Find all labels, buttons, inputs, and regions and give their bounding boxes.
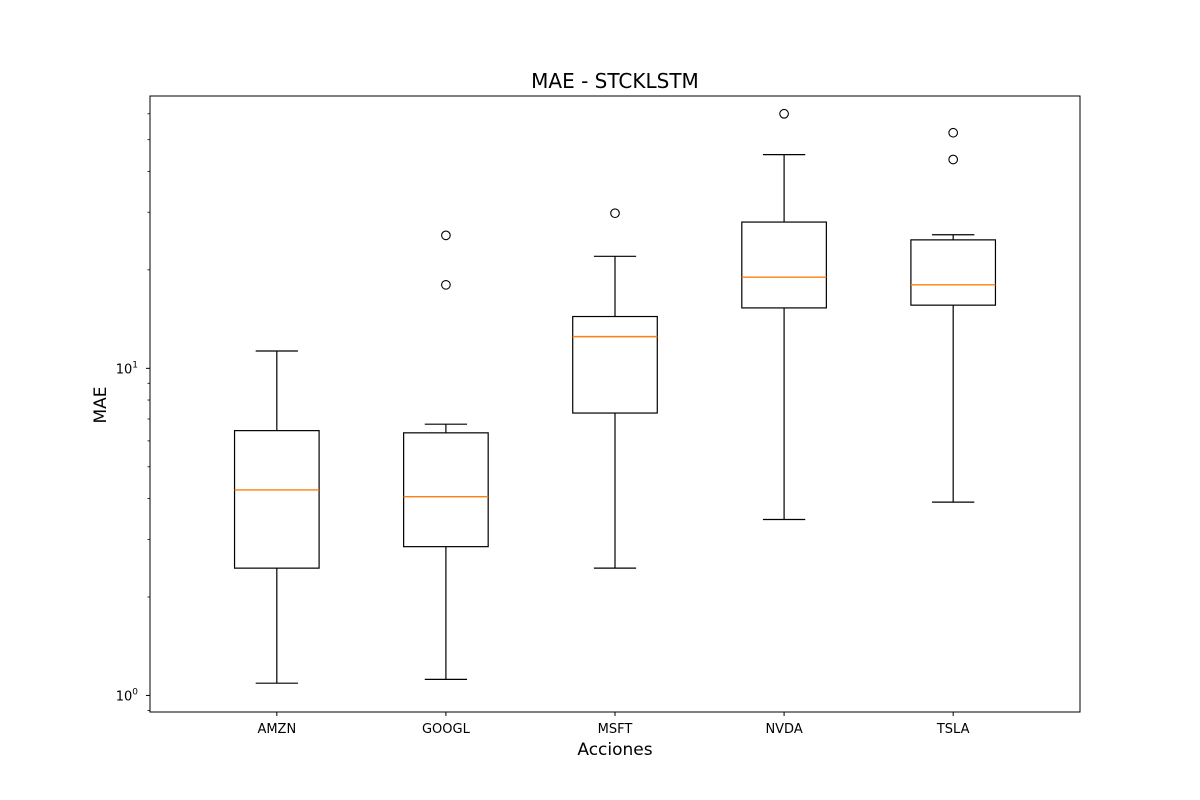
y-tick-label: 100	[116, 687, 139, 704]
y-tick-base: 10	[116, 362, 133, 377]
axes-frame	[149, 95, 1081, 713]
chart-title: MAE - STCKLSTM	[531, 69, 699, 93]
y-tick-base: 10	[116, 689, 133, 704]
outlier-point	[948, 154, 959, 165]
y-tick-exponent: 1	[132, 360, 138, 370]
x-tick-label: GOOGL	[422, 722, 471, 737]
outlier-point	[610, 208, 620, 219]
box-iqr	[233, 430, 320, 569]
box-iqr	[741, 221, 827, 309]
box-iqr	[403, 432, 489, 548]
y-tick-exponent: 0	[132, 687, 138, 697]
y-tick-label: 101	[116, 360, 138, 377]
x-axis-label: Acciones	[577, 740, 652, 760]
x-tick-label: NVDA	[765, 722, 802, 737]
x-tick-label: MSFT	[598, 722, 633, 737]
y-axis-label: MAE	[91, 386, 111, 423]
outlier-point	[779, 108, 789, 119]
outlier-point	[441, 279, 451, 290]
box-iqr	[910, 239, 997, 306]
x-tick-label: TSLA	[936, 722, 970, 737]
box-iqr	[572, 315, 658, 414]
x-tick-label: AMZN	[257, 722, 296, 737]
outlier-point	[441, 230, 451, 241]
outlier-point	[948, 127, 959, 138]
